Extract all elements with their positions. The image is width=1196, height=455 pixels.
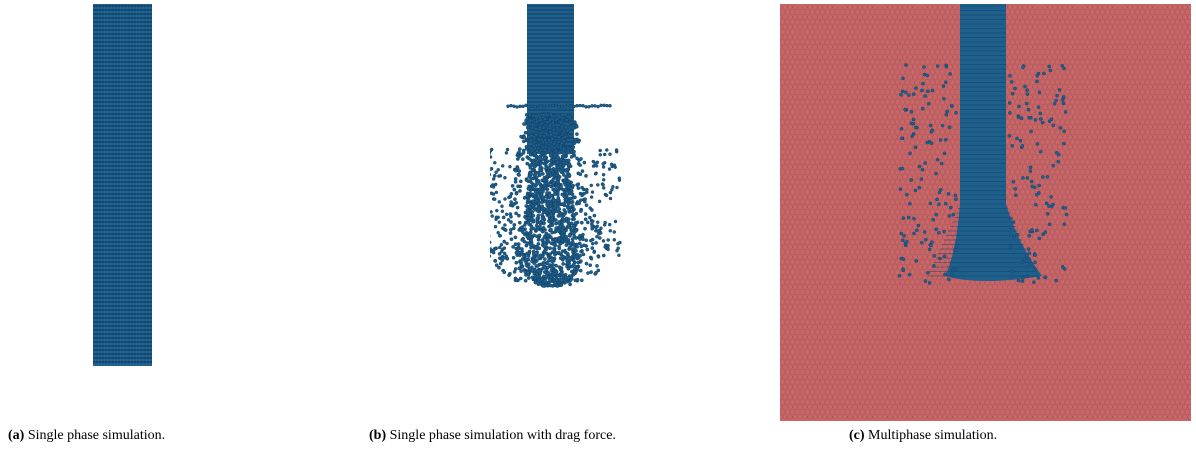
caption-c-text: Multiphase simulation.: [868, 428, 998, 443]
panel-c-multiphase-image: [780, 4, 1191, 421]
caption-b-tag: (b): [369, 428, 387, 443]
drag-force-particle-plume: [490, 4, 622, 288]
caption-b: (b) Single phase simulation with drag fo…: [369, 428, 616, 444]
panel-a-single-phase-image: [80, 4, 170, 368]
caption-c-tag: (c): [849, 428, 865, 443]
caption-a: (a) Single phase simulation.: [8, 428, 165, 444]
single-phase-particle-column: [93, 4, 152, 366]
multiphase-particle-field: [780, 4, 1191, 421]
panel-b-drag-force-image: [490, 4, 640, 294]
caption-c: (c) Multiphase simulation.: [849, 428, 997, 444]
caption-b-text: Single phase simulation with drag force.: [389, 428, 616, 443]
caption-a-tag: (a): [8, 428, 25, 443]
caption-a-text: Single phase simulation.: [27, 428, 166, 443]
